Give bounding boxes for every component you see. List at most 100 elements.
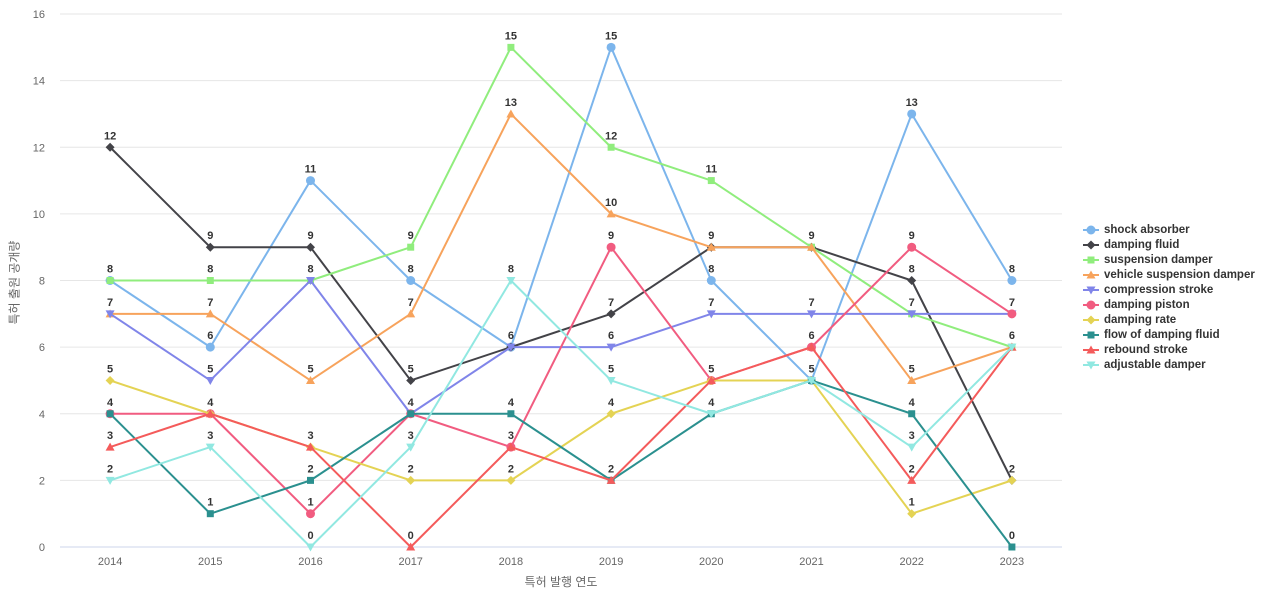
series-line: [109, 46, 1013, 382]
data-point-marker: [1007, 475, 1017, 485]
data-point-marker: [907, 310, 917, 319]
legend-label: vehicle suspension damper: [1104, 268, 1255, 281]
data-point-label: 12: [605, 130, 617, 142]
data-point-marker: [105, 476, 115, 485]
data-point-label: 3: [107, 430, 113, 442]
x-tick-label: 2015: [198, 556, 222, 568]
x-tick-label: 2022: [899, 556, 923, 568]
data-point-label: 6: [808, 330, 814, 342]
data-point-marker: [506, 109, 516, 118]
legend-item-compression-stroke[interactable]: compression stroke: [1083, 282, 1255, 297]
data-point-marker: [307, 476, 314, 484]
legend-label: flow of damping fluid: [1104, 328, 1220, 341]
data-point-marker: [907, 443, 917, 452]
legend-label: compression stroke: [1104, 283, 1214, 296]
data-point-marker: [407, 410, 415, 418]
data-point-label: 2: [909, 463, 915, 475]
data-point-label: 7: [808, 297, 814, 309]
data-point-label: 9: [408, 230, 414, 242]
x-tick-label: 2016: [298, 556, 322, 568]
data-point-label: 9: [307, 230, 313, 242]
y-axis-tick-labels: 0 2 4 6 8 10 12 14 16: [33, 9, 45, 554]
legend-label: damping piston: [1104, 298, 1190, 311]
data-point-marker: [506, 277, 516, 285]
data-point-marker: [606, 209, 616, 218]
series-damping-piston: [105, 242, 1017, 519]
legend-marker-icon: [1083, 240, 1099, 249]
data-point-label: 5: [107, 363, 113, 375]
data-point-marker: [105, 310, 115, 319]
data-point-label: 9: [808, 230, 814, 242]
legend-item-damping-piston[interactable]: damping piston: [1083, 297, 1255, 312]
data-point-label: 10: [605, 197, 617, 209]
data-point-label: 5: [207, 363, 213, 375]
data-point-label: 2: [307, 463, 313, 475]
data-point-label: 5: [408, 363, 414, 375]
legend-label: suspension damper: [1104, 253, 1213, 266]
data-point-marker: [606, 409, 616, 419]
data-point-marker: [706, 375, 716, 384]
data-point-label: 7: [909, 297, 915, 309]
series-line: [110, 46, 1013, 349]
data-point-label: 7: [107, 297, 113, 309]
legend-item-vehicle-suspension-damper[interactable]: vehicle suspension damper: [1083, 267, 1255, 282]
data-point-label: 2: [107, 463, 113, 475]
legend-marker-icon: [1083, 361, 1099, 369]
data-point-label: 15: [605, 30, 617, 42]
x-tick-label: 2021: [799, 556, 823, 568]
data-point-label: 5: [608, 363, 614, 375]
data-point-marker: [606, 42, 616, 52]
data-point-label: 7: [408, 297, 414, 309]
y-tick-label: 10: [33, 209, 45, 221]
data-point-marker: [306, 277, 315, 285]
data-point-marker: [306, 509, 315, 519]
legend-item-rebound-stroke[interactable]: rebound stroke: [1083, 342, 1255, 357]
legend-item-damping-fluid[interactable]: damping fluid: [1083, 237, 1255, 252]
data-point-label: 2: [1009, 463, 1015, 475]
data-point-label: 11: [305, 164, 317, 176]
legend-item-adjustable-damper[interactable]: adjustable damper: [1083, 357, 1255, 372]
legend-item-flow-of-damping-fluid[interactable]: flow of damping fluid: [1083, 327, 1255, 342]
legend-item-shock-absorber[interactable]: shock absorber: [1083, 222, 1255, 237]
data-point-label: 8: [708, 264, 714, 276]
legend-item-suspension-damper[interactable]: suspension damper: [1083, 252, 1255, 267]
data-point-marker: [205, 443, 215, 452]
y-tick-label: 6: [39, 342, 45, 354]
data-point-marker: [106, 410, 114, 418]
data-point-marker: [205, 409, 215, 418]
data-point-label: 4: [909, 397, 916, 409]
data-point-marker: [306, 442, 315, 451]
data-point-marker: [1008, 543, 1016, 551]
series-line: [110, 246, 1013, 515]
data-point-marker: [606, 475, 616, 484]
data-point-marker: [205, 242, 215, 252]
y-tick-label: 0: [39, 542, 45, 554]
legend-label: adjustable damper: [1104, 358, 1206, 371]
data-point-label: 4: [708, 397, 715, 409]
data-point-marker: [507, 410, 515, 418]
y-tick-label: 14: [33, 76, 45, 88]
data-point-marker: [506, 442, 516, 451]
data-point-label: 6: [207, 330, 213, 342]
data-point-label: 8: [207, 264, 213, 276]
legend-marker-icon: [1083, 256, 1099, 263]
data-point-marker: [406, 542, 416, 551]
data-point-marker: [205, 309, 215, 318]
data-point-marker: [807, 342, 816, 351]
legend-label: damping fluid: [1104, 238, 1180, 251]
data-point-marker: [908, 410, 916, 418]
data-point-label: 2: [508, 463, 514, 475]
data-point-marker: [406, 475, 416, 485]
legend-item-damping-rate[interactable]: damping rate: [1083, 312, 1255, 327]
data-point-label: 9: [207, 230, 213, 242]
data-point-label: 0: [1009, 530, 1015, 542]
data-point-marker: [306, 242, 315, 252]
data-point-label: 5: [909, 363, 915, 375]
data-point-label: 1: [909, 497, 915, 509]
y-tick-label: 16: [33, 9, 45, 21]
data-point-label: 5: [708, 363, 714, 375]
data-point-marker: [907, 475, 917, 484]
